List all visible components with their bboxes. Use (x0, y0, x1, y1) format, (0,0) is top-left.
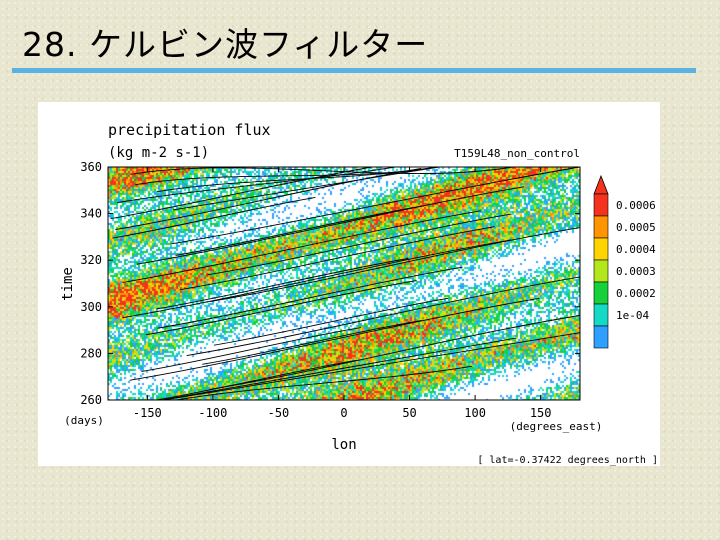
contour-line (136, 186, 525, 265)
x-tick-label: -150 (133, 406, 162, 420)
colorbar-segment (593, 325, 609, 349)
contour-line (156, 258, 409, 310)
contour-line (145, 280, 417, 336)
chart-panel: precipitation flux (kg m-2 s-1) T159L48_… (38, 102, 660, 466)
contour-line (131, 166, 513, 175)
colorbar-segment (593, 193, 609, 217)
contour-line (122, 239, 512, 319)
contour-line (169, 166, 581, 245)
x-tick-label: -100 (198, 406, 227, 420)
contour-line (179, 226, 495, 291)
x-units: (degrees_east) (510, 420, 603, 433)
x-tick-label: 100 (464, 406, 486, 420)
colorbar-label: 0.0003 (616, 265, 656, 278)
colorbar-segment (593, 237, 609, 261)
chart-title: precipitation flux (108, 121, 271, 139)
contour-line (141, 327, 362, 372)
colorbar-segment (593, 259, 609, 283)
contour-line (161, 337, 517, 401)
y-tick-label: 300 (80, 300, 102, 314)
colorbar-segment (593, 303, 609, 327)
x-tick-label: 0 (340, 406, 347, 420)
y-units: (days) (64, 414, 104, 427)
field-raster (108, 167, 580, 400)
contour-line (175, 205, 426, 256)
y-axis-label: time (60, 267, 76, 301)
footnote: [ lat=-0.37422 degrees_north ] (477, 455, 658, 466)
colorbar-label: 1e-04 (616, 309, 649, 322)
contour-line (157, 266, 463, 329)
contour-line (176, 365, 473, 401)
contour-line (163, 332, 581, 401)
kelvin-contours (111, 166, 581, 401)
precipitation-field (108, 167, 580, 400)
slide-title: 28. ケルビン波フィルター (22, 25, 429, 64)
x-tick-label: 150 (530, 406, 552, 420)
y-tick-label: 280 (80, 346, 102, 360)
contour-line (122, 210, 481, 283)
contour-line (210, 227, 581, 302)
colorbar-label: 0.0005 (616, 221, 656, 234)
contour-line (213, 297, 449, 346)
x-axis: -150 -100 -50 0 50 100 150 (133, 167, 552, 420)
colorbar-segment (593, 215, 609, 239)
colorbar-segment (593, 281, 609, 305)
contour-line (156, 359, 357, 401)
title-underline (12, 68, 696, 73)
contour-line (202, 319, 422, 365)
contour-line (115, 167, 422, 231)
contour-line (209, 314, 581, 390)
y-tick-label: 260 (80, 393, 102, 407)
y-tick-label: 320 (80, 253, 102, 267)
contour-line (111, 166, 373, 219)
colorbar: 0.0006 0.0005 0.0004 0.0003 0.0002 1e-04 (593, 174, 656, 349)
x-tick-label: 50 (402, 406, 416, 420)
contour-line (207, 213, 512, 276)
x-axis-label: lon (331, 437, 356, 453)
hovmoller-chart: precipitation flux (kg m-2 s-1) T159L48_… (60, 121, 658, 466)
contour-line (112, 197, 316, 239)
x-tick-label: -50 (268, 406, 290, 420)
chart-units: (kg m-2 s-1) (108, 145, 209, 161)
contour-line (186, 276, 581, 356)
contour-line (116, 166, 396, 204)
colorbar-label: 0.0006 (616, 199, 656, 212)
y-axis: 260 280 300 320 340 360 (80, 160, 580, 407)
colorbar-label: 0.0004 (616, 243, 656, 256)
y-tick-label: 340 (80, 207, 102, 221)
contour-line (172, 166, 440, 211)
colorbar-top-arrow (593, 174, 609, 195)
y-tick-label: 360 (80, 160, 102, 174)
colorbar-label: 0.0002 (616, 287, 656, 300)
contour-line (129, 297, 540, 381)
run-label: T159L48_non_control (454, 147, 580, 160)
